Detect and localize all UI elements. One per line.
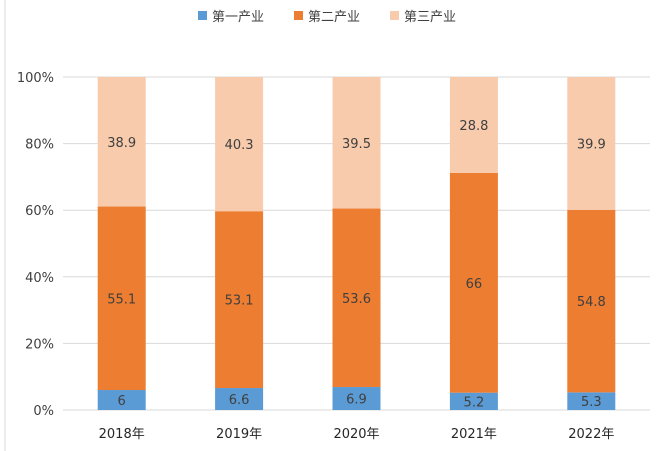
bar-segment [215, 77, 264, 212]
x-tick-label: 2021年 [451, 427, 497, 442]
y-tick-label: 0% [33, 404, 54, 419]
data-label: 6 [118, 394, 126, 409]
y-tick-label: 40% [25, 271, 54, 286]
legend-label: 第二产业 [308, 10, 360, 25]
data-label: 38.9 [107, 136, 136, 151]
bar-segment [449, 172, 498, 393]
data-label: 39.5 [342, 137, 371, 152]
legend-label: 第一产业 [212, 10, 264, 25]
bar-segment [332, 208, 381, 388]
bar-segment [215, 388, 264, 410]
data-label: 6.9 [346, 393, 367, 408]
bar-segment [567, 209, 616, 393]
data-label: 55.1 [107, 292, 136, 307]
legend-swatch [294, 11, 303, 20]
bar-segment [332, 77, 381, 209]
data-label: 66 [466, 277, 483, 292]
x-tick-label: 2018年 [99, 427, 145, 442]
y-tick-label: 60% [25, 204, 54, 219]
bar-segment [97, 206, 146, 391]
y-tick-label: 80% [25, 138, 54, 153]
data-label: 39.9 [577, 137, 606, 152]
bar-segment [215, 211, 264, 389]
data-label: 5.2 [464, 395, 485, 410]
y-tick-label: 20% [25, 337, 54, 352]
legend: 第一产业 第二产业 第三产业 [198, 10, 456, 25]
data-label: 54.8 [577, 295, 606, 310]
bar-segment [97, 77, 146, 207]
x-axis-labels: 2018年 2019年 2020年 2021年 2022年 [99, 427, 615, 442]
bar-segment [332, 387, 381, 410]
legend-label: 第三产业 [404, 10, 456, 25]
bars: 6 55.1 38.9 6.6 53.1 40.3 6.9 53.6 39.5 5.2 66 28.8… [97, 77, 616, 410]
data-label: 40.3 [225, 138, 254, 153]
bar-segment [449, 77, 498, 173]
bar-segment [97, 390, 146, 410]
data-label: 5.3 [581, 395, 602, 410]
y-tick-label: 100% [17, 71, 54, 86]
data-label: 6.6 [229, 393, 250, 408]
bar-segment [567, 392, 616, 410]
legend-swatch [198, 11, 207, 20]
bar-segment [567, 77, 616, 210]
data-label: 53.1 [225, 294, 254, 309]
x-tick-label: 2020年 [333, 427, 379, 442]
x-tick-label: 2022年 [568, 427, 614, 442]
data-label: 28.8 [459, 119, 488, 134]
data-label: 53.6 [342, 292, 371, 307]
bar-segment [449, 392, 498, 410]
x-tick-label: 2019年 [216, 427, 262, 442]
y-axis-ticks: 0% 20% 40% 60% 80% 100% [17, 71, 54, 419]
legend-swatch [390, 11, 399, 20]
